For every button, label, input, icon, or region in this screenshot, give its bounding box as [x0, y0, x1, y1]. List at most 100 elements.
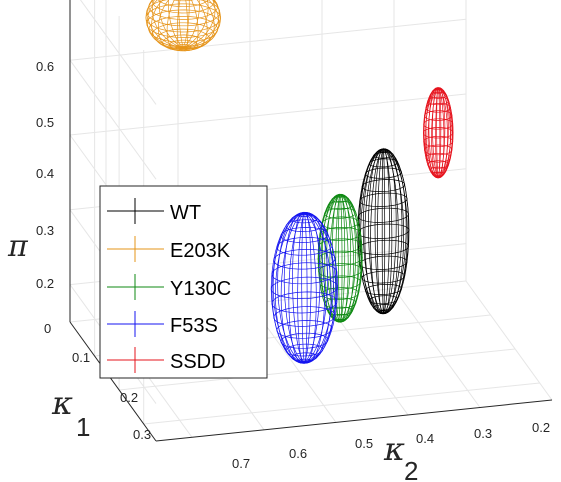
wire-meridian — [183, 0, 215, 50]
wire-meridian — [183, 0, 200, 49]
wire-meridian — [436, 86, 439, 178]
wire-meridian — [383, 148, 399, 314]
wire-meridian — [339, 193, 346, 322]
wire-meridian — [183, 0, 208, 51]
y-tick-label: 0.2 — [120, 390, 138, 405]
x-tick-label: 0.4 — [416, 431, 434, 446]
wire-meridian — [304, 211, 312, 363]
ellipsoid-ssdd — [423, 86, 454, 179]
y-tick-label: 0.3 — [133, 427, 151, 442]
wire-meridian — [145, 0, 184, 49]
legend-item-y130c: Y130C — [107, 274, 231, 300]
wire-meridian — [338, 193, 341, 322]
wire-meridian — [428, 87, 439, 178]
z-tick-label: 0.6 — [36, 59, 54, 74]
wire-meridian — [159, 0, 184, 49]
wire-meridian — [437, 87, 446, 178]
wire-meridian — [151, 0, 184, 49]
wire-meridian — [183, 0, 209, 49]
ellipsoid-e203k — [145, 0, 221, 52]
z-axis-label: π — [7, 229, 29, 264]
wire-meridian — [383, 148, 390, 314]
legend-label: SSDD — [170, 351, 226, 373]
wire-meridian — [304, 212, 321, 363]
wire-meridian — [283, 212, 305, 363]
wire-ring — [172, 0, 194, 2]
wire-meridian — [183, 0, 220, 49]
wire-meridian — [339, 194, 349, 323]
wire-meridian — [438, 87, 452, 178]
legend-item-ssdd: SSDD — [107, 347, 226, 373]
wire-meridian — [318, 194, 341, 323]
legend-label: WT — [170, 202, 201, 224]
wire-meridian — [304, 213, 308, 365]
z-tick-label: 0.4 — [36, 166, 54, 181]
wire-meridian — [280, 212, 305, 364]
wire-meridian — [331, 193, 341, 323]
legend-item-wt: WT — [107, 198, 201, 224]
grid-line — [321, 295, 409, 416]
wire-meridian — [183, 0, 199, 51]
wire-meridian — [304, 212, 329, 364]
x-axis-label: κ — [383, 430, 405, 468]
wire-meridian — [438, 87, 453, 178]
x-tick-label: 0.3 — [474, 426, 492, 441]
wire-meridian — [182, 0, 189, 52]
legend: WT E203K Y130C F53S SSDD — [99, 185, 268, 379]
grid-line — [393, 288, 481, 408]
wire-meridian — [374, 148, 384, 314]
wire-meridian — [157, 0, 184, 50]
y-tick-label: 0 — [44, 321, 51, 336]
grid-line — [79, 0, 157, 105]
wire-meridian — [304, 212, 332, 364]
wire-meridian — [275, 212, 305, 364]
wire-meridian — [383, 148, 404, 314]
legend-label: F53S — [170, 315, 218, 337]
legend-item-e203k: E203K — [107, 236, 231, 262]
wire-ring — [151, 0, 215, 14]
ellipsoid-f53s — [270, 211, 338, 365]
y-axis-label-subscript: 1 — [76, 412, 90, 442]
x-tick-label: 0.5 — [355, 436, 373, 451]
wire-meridian — [304, 212, 325, 364]
wire-meridian — [383, 148, 407, 314]
wire-meridian — [147, 0, 184, 49]
wire-ring — [357, 223, 410, 239]
wire-meridian — [340, 194, 357, 323]
x-tick-label: 0.2 — [532, 420, 550, 435]
legend-label: Y130C — [170, 278, 231, 300]
y-tick-label: 0.1 — [72, 350, 90, 365]
y-axis-label: κ — [51, 384, 73, 422]
wire-meridian — [304, 212, 338, 364]
grid-line — [143, 382, 540, 425]
wire-meridian — [357, 148, 384, 314]
wire-meridian — [178, 0, 184, 48]
grid-line — [465, 280, 553, 401]
axis-line — [69, 321, 157, 442]
grid-line — [119, 348, 516, 391]
legend-label: E203K — [170, 240, 231, 262]
wire-meridian — [292, 212, 305, 363]
wire-meridian — [368, 148, 384, 314]
wire-meridian — [383, 148, 403, 314]
axis-line — [155, 399, 553, 442]
grid-line — [69, 59, 157, 180]
wire-meridian — [381, 147, 384, 314]
wire-meridian — [339, 193, 352, 323]
wire-meridian — [168, 0, 184, 49]
z-tick-label: 0.3 — [36, 223, 54, 238]
x-axis-label-subscript: 2 — [404, 456, 418, 482]
wire-meridian — [183, 0, 220, 49]
wire-meridian — [277, 212, 305, 364]
wire-meridian — [370, 148, 384, 315]
wire-meridian — [182, 0, 190, 48]
z-tick-labels: 0.6 0.5 0.4 0.3 0.2 — [36, 59, 54, 291]
wire-meridian — [364, 148, 384, 315]
x-tick-label: 0.7 — [232, 456, 250, 471]
wire-meridian — [340, 194, 363, 323]
wire-meridian — [301, 211, 305, 363]
wire-ring — [157, 0, 209, 8]
legend-box — [99, 185, 268, 379]
wire-meridian — [304, 212, 334, 364]
wire-meridian — [383, 148, 397, 314]
